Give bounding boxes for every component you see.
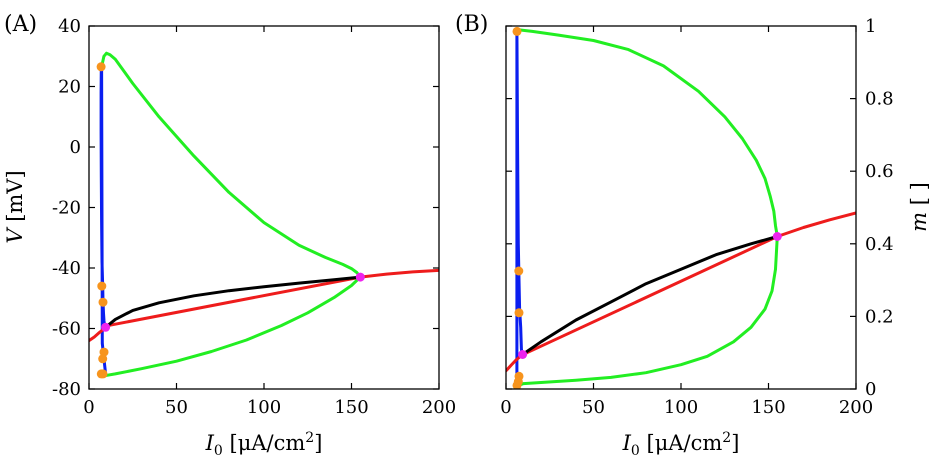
panel-label: (B): [455, 12, 488, 37]
x-axis-label: I0 [μA/cm2]: [205, 430, 323, 459]
orange-point: [514, 266, 524, 276]
y-tick-label: 40: [58, 16, 81, 37]
orange-point: [512, 26, 522, 36]
plot-area: [506, 26, 856, 389]
y-tick-label: 20: [58, 77, 81, 98]
y-axis-label: m [ ]: [907, 182, 931, 232]
panel-label: (A): [4, 12, 37, 37]
y-tick-label: -40: [52, 258, 81, 279]
x-axis-label: I0 [μA/cm2]: [622, 430, 740, 459]
x-tick-label: 200: [422, 397, 456, 418]
x-tick-label: 200: [839, 397, 873, 418]
ticks: 0 50 100 150 200 1 0.8 0.6 0.4 0.2 0: [500, 16, 893, 418]
series-red: [506, 211, 856, 373]
series-red: [89, 268, 439, 343]
y-tick-label: 1: [865, 16, 876, 37]
y-tick-label: -60: [52, 319, 81, 340]
series-black: [521, 235, 779, 356]
axes-frame: [88, 25, 440, 390]
x-tick-label: 50: [582, 397, 605, 418]
series-green-lower: [99, 275, 362, 378]
y-tick-label: -80: [52, 379, 81, 400]
magenta-point: [772, 232, 782, 241]
series-green-upper: [515, 28, 779, 238]
plot-area: [89, 51, 439, 379]
magenta-point: [518, 350, 528, 359]
orange-point: [99, 347, 109, 357]
y-axis-label: V [mV]: [3, 170, 27, 243]
y-tick-label: 0: [70, 137, 81, 158]
x-tick-label: 100: [247, 397, 281, 418]
orange-point: [96, 369, 106, 379]
orange-point: [514, 308, 524, 318]
magenta-point: [355, 272, 365, 282]
y-tick-label: 0: [865, 379, 876, 400]
x-tick-label: 50: [165, 397, 188, 418]
x-tick-label: 0: [83, 397, 94, 418]
y-tick-label: 0.2: [865, 306, 894, 327]
series-blue: [515, 29, 524, 387]
x-tick-label: 150: [334, 397, 368, 418]
orange-point: [96, 62, 106, 72]
orange-point: [97, 281, 107, 291]
orange-point: [98, 354, 108, 364]
y-tick-label: 0.4: [865, 234, 894, 255]
series-green-lower: [516, 235, 779, 387]
x-tick-label: 0: [500, 397, 511, 418]
orange-point: [512, 380, 522, 389]
y-tick-label: 0.6: [865, 161, 894, 182]
y-tick-label: 0.8: [865, 89, 894, 110]
series-black: [104, 275, 362, 329]
y-tick-label: -20: [52, 198, 81, 219]
magenta-point: [101, 322, 111, 332]
x-tick-label: 100: [664, 397, 698, 418]
series-green-upper: [99, 51, 362, 279]
panel-b: (B) 0 50 100 150 200 1 0.8 0.6 0.4 0.2 0 I0 [μA/cm…: [455, 12, 931, 459]
orange-point: [98, 297, 108, 307]
x-tick-label: 150: [751, 397, 785, 418]
